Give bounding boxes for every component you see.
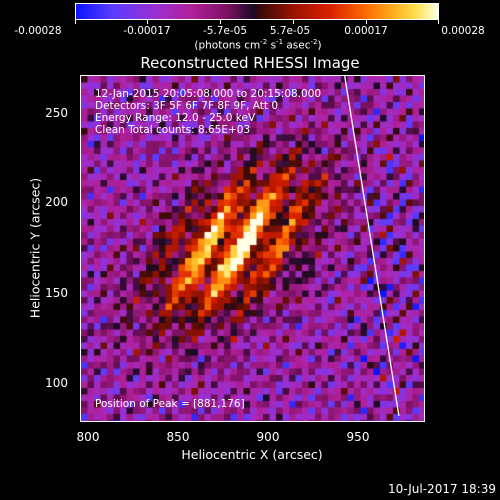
colorbar-tick-label: -0.00028	[14, 25, 62, 37]
rhessi-image	[81, 76, 424, 421]
colorbar-tick	[438, 19, 439, 24]
colorbar-tick	[220, 19, 221, 24]
y-tick-label: 150	[45, 286, 68, 300]
colorbar-tick	[293, 19, 294, 24]
colorbar-tick	[75, 19, 76, 24]
x-tick-label: 850	[166, 430, 190, 444]
colorbar-panel: -0.00028 -0.00017 -5.7e-05 5.7e-05 0.000…	[0, 0, 500, 58]
colorbar-tick-label: -0.00017	[123, 25, 171, 37]
colorbar-tick	[147, 19, 148, 24]
peak-position-text: Position of Peak = [881,176]	[95, 398, 245, 410]
time-range-text: 12-Jan-2015 20:05:08.000 to 20:15:08.000	[95, 88, 322, 100]
colorbar-tick-label: 0.00017	[344, 25, 388, 37]
energy-range-text: Energy Range: 12.0 - 25.0 keV	[95, 112, 256, 124]
timestamp: 10-Jul-2017 18:39	[387, 482, 496, 496]
y-tick-label: 200	[45, 195, 68, 209]
y-tick-label: 100	[45, 376, 68, 390]
image-plot: 12-Jan-2015 20:05:08.000 to 20:15:08.000…	[80, 75, 425, 422]
colorbar-unit: (photons cm-2 s-1 asec-2)	[194, 38, 322, 52]
y-axis-label: Heliocentric Y (arcsec)	[27, 177, 43, 319]
x-tick-label: 800	[76, 430, 100, 444]
x-tick-label: 900	[256, 430, 280, 444]
solar-limb-line	[344, 76, 400, 416]
x-tick-label: 950	[346, 430, 370, 444]
colorbar-tick	[366, 19, 367, 24]
clean-counts-text: Clean Total counts: 8.65E+03	[95, 124, 251, 136]
plot-overlay	[344, 76, 400, 416]
plot-title: Reconstructed RHESSI Image	[140, 54, 360, 72]
colorbar-tick-label: -5.7e-05	[202, 25, 248, 37]
colorbar-tick-label: 5.7e-05	[269, 25, 311, 37]
colorbar	[75, 3, 439, 20]
x-axis-label: Heliocentric X (arcsec)	[181, 447, 323, 462]
y-tick-label: 250	[45, 106, 68, 120]
colorbar-tick-label: 0.00028	[441, 25, 485, 37]
detectors-text: Detectors: 3F 5F 6F 7F 8F 9F, Att 0	[95, 100, 279, 112]
